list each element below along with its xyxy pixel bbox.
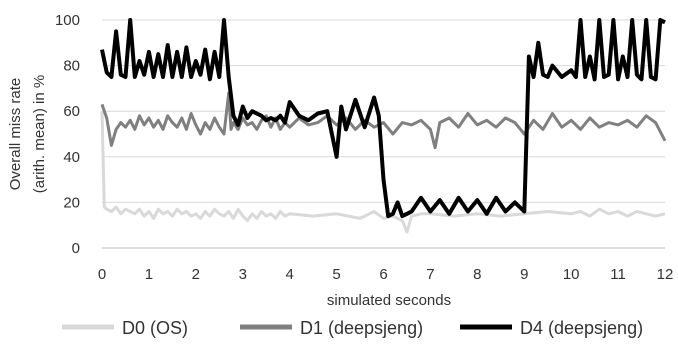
x-tick-label: 2 xyxy=(192,266,200,283)
y-tick-label: 100 xyxy=(55,12,80,29)
x-tick-label: 3 xyxy=(239,266,247,283)
x-tick-label: 10 xyxy=(563,266,580,283)
x-tick-label: 7 xyxy=(426,266,434,283)
legend-label-d1: D1 (deepsjeng) xyxy=(300,318,423,338)
y-tick-label: 80 xyxy=(63,58,80,75)
y-tick-label: 60 xyxy=(63,103,80,120)
y-axis-label-line1: Overall miss rate xyxy=(7,78,24,191)
series-layer xyxy=(100,18,667,234)
y-tick-label: 20 xyxy=(63,194,80,211)
series-line-d4 xyxy=(100,18,666,219)
y-axis-label-line2: (arith. mean) in % xyxy=(31,75,48,193)
y-axis-ticks: 0 20 40 60 80 100 xyxy=(55,12,80,257)
legend-item-d1: D1 (deepsjeng) xyxy=(240,318,423,338)
x-tick-label: 1 xyxy=(145,266,153,283)
y-tick-label: 0 xyxy=(72,240,80,257)
legend: D0 (OS) D1 (deepsjeng) D4 (deepsjeng) xyxy=(62,318,643,338)
x-axis-label: simulated seconds xyxy=(327,292,451,309)
legend-item-d0: D0 (OS) xyxy=(62,318,188,338)
y-tick-label: 40 xyxy=(63,149,80,166)
legend-label-d4: D4 (deepsjeng) xyxy=(520,318,643,338)
x-axis-ticks: 0 1 2 3 4 5 6 7 8 9 10 11 12 xyxy=(98,266,674,283)
x-tick-label: 5 xyxy=(332,266,340,283)
legend-label-d0: D0 (OS) xyxy=(122,318,188,338)
x-tick-label: 6 xyxy=(379,266,387,283)
x-tick-label: 0 xyxy=(98,266,106,283)
x-tick-label: 8 xyxy=(473,266,481,283)
series-line-d0 xyxy=(100,111,666,234)
x-tick-label: 12 xyxy=(657,266,674,283)
x-tick-label: 9 xyxy=(520,266,528,283)
series-line-d1 xyxy=(100,91,667,150)
x-tick-label: 11 xyxy=(610,266,626,283)
legend-item-d4: D4 (deepsjeng) xyxy=(460,318,643,338)
x-tick-label: 4 xyxy=(285,266,293,283)
